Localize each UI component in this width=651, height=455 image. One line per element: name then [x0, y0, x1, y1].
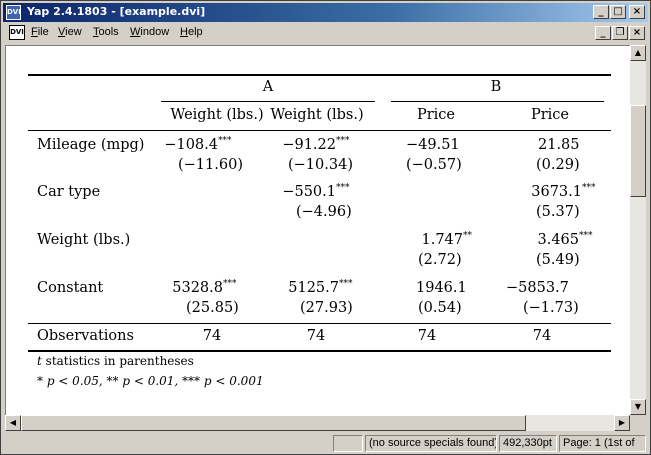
status-cursor-position: 492,330pt	[499, 435, 557, 452]
status-pane-empty	[333, 435, 363, 452]
row-label-car-type: Car type	[37, 184, 101, 200]
coef-constant-4: −5853.7	[506, 280, 569, 296]
coef-mileage-2: −91.22	[282, 137, 336, 153]
coef-mileage-3: −49.51	[406, 137, 460, 153]
group-header-a: A	[262, 79, 274, 95]
note-p-values: * p < 0.05, ** p < 0.01, *** p < 0.001	[37, 374, 264, 388]
table-bottom-rule	[28, 350, 611, 352]
row-label-mileage: Mileage (mpg)	[37, 137, 145, 153]
menu-window[interactable]: Window	[130, 26, 170, 38]
tstat-constant-2: (27.93)	[300, 300, 353, 316]
group-a-underline	[161, 101, 375, 102]
document-minimize-button[interactable]: _	[595, 26, 611, 40]
group-b-underline	[391, 101, 604, 102]
scroll-down-arrow-icon[interactable]: ▼	[630, 399, 646, 415]
title-bar[interactable]: DVI Yap 2.4.1803 - [example.dvi] _ □ ×	[3, 3, 648, 22]
observations-rule	[28, 323, 611, 324]
horizontal-scrollbar[interactable]: ◀ ▶	[5, 415, 630, 431]
menu-tools[interactable]: Tools	[93, 26, 119, 38]
coef-mileage-4: 21.85	[538, 137, 580, 153]
table-top-rule	[28, 74, 611, 76]
document-icon[interactable]: DVI	[9, 25, 25, 40]
tstat-weight-3: (2.72)	[418, 252, 462, 268]
document-restore-button[interactable]: ❐	[612, 26, 628, 40]
tstat-constant-1: (25.85)	[186, 300, 239, 316]
row-label-observations: Observations	[37, 328, 134, 344]
vertical-scrollbar[interactable]: ▲ ▼	[630, 45, 646, 415]
document-close-button[interactable]: ×	[629, 26, 645, 40]
scroll-up-arrow-icon[interactable]: ▲	[630, 45, 646, 61]
document-view[interactable]: A B Weight (lbs.) Weight (lbs.) Price Pr…	[5, 45, 630, 415]
column-header-3: Price	[416, 107, 456, 123]
vertical-scroll-thumb[interactable]	[630, 105, 646, 197]
tstat-cartype-2: (−4.96)	[296, 204, 352, 220]
close-button[interactable]: ×	[629, 5, 645, 19]
tstat-constant-4: (−1.73)	[523, 300, 579, 316]
observations-1: 74	[202, 328, 222, 344]
observations-4: 74	[532, 328, 552, 344]
horizontal-scroll-thumb[interactable]	[21, 415, 526, 431]
minimize-button[interactable]: _	[593, 5, 609, 19]
status-bar: (no source specials found) 492,330pt Pag…	[3, 433, 648, 453]
coef-constant-3: 1946.1	[416, 280, 467, 296]
status-source-specials: (no source specials found)	[365, 435, 497, 452]
tstat-cartype-4: (5.37)	[536, 204, 580, 220]
coef-cartype-2: −550.1	[282, 184, 336, 200]
menu-file[interactable]: File	[31, 26, 49, 38]
menu-bar: DVI File View Tools Window Help _ ❐ ×	[3, 23, 648, 43]
header-rule	[28, 130, 611, 131]
tstat-mileage-2: (−10.34)	[288, 157, 353, 173]
note-t-statistics: t statistics in parentheses	[37, 354, 194, 368]
observations-3: 74	[417, 328, 437, 344]
row-label-weight: Weight (lbs.)	[37, 232, 131, 248]
maximize-button[interactable]: □	[610, 5, 626, 19]
scroll-right-arrow-icon[interactable]: ▶	[614, 415, 630, 431]
scroll-left-arrow-icon[interactable]: ◀	[5, 415, 21, 431]
observations-2: 74	[306, 328, 326, 344]
row-label-constant: Constant	[37, 280, 104, 296]
window-title: Yap 2.4.1803 - [example.dvi]	[27, 5, 206, 18]
tstat-constant-3: (0.54)	[418, 300, 462, 316]
status-page: Page: 1 (1st of	[559, 435, 646, 452]
note-t-text: statistics in parentheses	[45, 354, 194, 368]
coef-weight-4: 3.465	[537, 232, 579, 248]
tstat-mileage-1: (−11.60)	[178, 157, 243, 173]
column-header-1: Weight (lbs.)	[170, 107, 264, 123]
coef-constant-2: 5125.7	[288, 280, 339, 296]
note-t-variable: t	[37, 354, 42, 368]
group-header-b: B	[490, 79, 502, 95]
column-header-4: Price	[530, 107, 570, 123]
tstat-mileage-3: (−0.57)	[406, 157, 462, 173]
app-icon[interactable]: DVI	[6, 5, 21, 20]
tstat-weight-4: (5.49)	[536, 252, 580, 268]
column-header-2: Weight (lbs.)	[270, 107, 364, 123]
menu-view[interactable]: View	[58, 26, 82, 38]
tstat-mileage-4: (0.29)	[536, 157, 580, 173]
coef-mileage-1: −108.4	[164, 137, 218, 153]
coef-cartype-4: 3673.1	[531, 184, 582, 200]
coef-weight-3: 1.747	[421, 232, 463, 248]
menu-help[interactable]: Help	[180, 26, 203, 38]
scrollbar-corner	[630, 415, 646, 431]
coef-constant-1: 5328.8	[172, 280, 223, 296]
